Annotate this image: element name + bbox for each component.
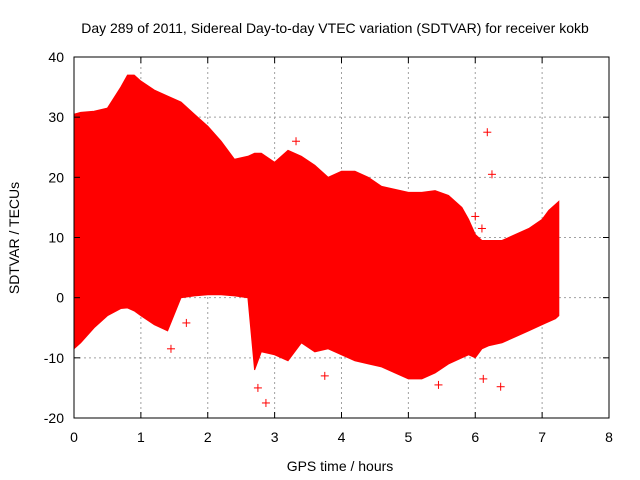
y-tick-label: 20 xyxy=(48,169,64,185)
y-axis-label: SDTVAR / TECUs xyxy=(6,182,22,294)
outlier-point xyxy=(483,128,492,137)
x-tick-label: 5 xyxy=(404,429,412,445)
x-tick-label: 4 xyxy=(338,429,346,445)
outlier-point xyxy=(487,170,496,179)
axis-ticks xyxy=(73,56,610,419)
x-tick-label: 2 xyxy=(204,429,212,445)
x-tick-label: 6 xyxy=(471,429,479,445)
outlier-point xyxy=(320,371,329,380)
outlier-point xyxy=(434,380,443,389)
x-tick-label: 3 xyxy=(271,429,279,445)
outlier-point xyxy=(164,308,173,317)
outlier-point xyxy=(292,137,301,146)
y-tick-label: 10 xyxy=(48,230,64,246)
outlier-point xyxy=(182,318,191,327)
y-tick-label: 30 xyxy=(48,109,64,125)
data-marks xyxy=(73,74,560,407)
outlier-point xyxy=(479,374,488,383)
x-tick-label: 8 xyxy=(605,429,613,445)
series-area xyxy=(73,74,560,380)
x-tick-labels: 0 1 2 3 4 5 6 7 8 xyxy=(70,429,613,445)
y-tick-label: 0 xyxy=(56,290,64,306)
x-axis-label: GPS time / hours xyxy=(287,458,394,474)
y-tick-label: -20 xyxy=(44,410,64,426)
y-tick-label: 40 xyxy=(48,49,64,65)
x-tick-label: 1 xyxy=(137,429,145,445)
outlier-point xyxy=(496,382,505,391)
outlier-point xyxy=(166,344,175,353)
outlier-point xyxy=(253,383,262,392)
chart-title: Day 289 of 2011, Sidereal Day-to-day VTE… xyxy=(81,20,589,36)
outlier-point xyxy=(477,224,486,233)
y-tick-labels: -20 -10 0 10 20 30 40 xyxy=(44,49,64,426)
x-tick-label: 0 xyxy=(70,429,78,445)
x-tick-label: 7 xyxy=(538,429,546,445)
outlier-point xyxy=(261,398,270,407)
outlier-point xyxy=(471,212,480,221)
y-tick-label: -10 xyxy=(44,350,64,366)
